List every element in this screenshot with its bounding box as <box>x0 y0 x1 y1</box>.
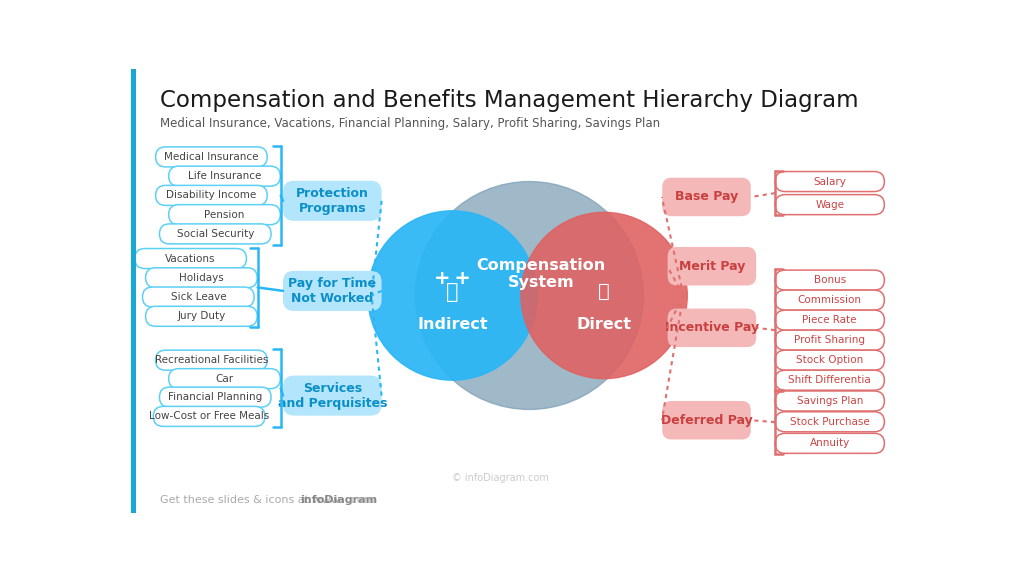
FancyBboxPatch shape <box>135 248 247 268</box>
Text: Base Pay: Base Pay <box>675 191 738 203</box>
Text: Recreational Facilities: Recreational Facilities <box>155 355 268 365</box>
Text: Medical Insurance: Medical Insurance <box>164 152 259 162</box>
FancyBboxPatch shape <box>775 195 885 215</box>
Text: .com: .com <box>348 495 376 505</box>
FancyBboxPatch shape <box>169 166 281 186</box>
Text: Piece Rate: Piece Rate <box>803 315 857 325</box>
FancyBboxPatch shape <box>775 270 885 290</box>
FancyBboxPatch shape <box>668 247 756 286</box>
Text: Salary: Salary <box>813 176 846 187</box>
Text: Social Security: Social Security <box>176 229 254 239</box>
FancyBboxPatch shape <box>775 412 885 432</box>
Text: Bonus: Bonus <box>814 275 846 285</box>
Text: Holidays: Holidays <box>179 273 224 283</box>
FancyBboxPatch shape <box>283 271 382 311</box>
FancyBboxPatch shape <box>156 350 267 370</box>
Text: Sick Leave: Sick Leave <box>171 292 226 302</box>
Text: Medical Insurance, Vacations, Financial Planning, Salary, Profit Sharing, Saving: Medical Insurance, Vacations, Financial … <box>160 117 659 130</box>
FancyBboxPatch shape <box>283 376 382 416</box>
FancyBboxPatch shape <box>775 350 885 370</box>
FancyBboxPatch shape <box>663 401 751 439</box>
FancyBboxPatch shape <box>169 369 281 389</box>
FancyBboxPatch shape <box>160 224 271 244</box>
Text: Pay for Time
Not Worked: Pay for Time Not Worked <box>288 277 377 305</box>
FancyBboxPatch shape <box>145 268 257 288</box>
Text: Financial Planning: Financial Planning <box>168 392 262 402</box>
FancyBboxPatch shape <box>663 177 751 216</box>
Text: Pension: Pension <box>205 210 245 219</box>
Text: Wage: Wage <box>815 200 844 210</box>
Text: © infoDiagram.com: © infoDiagram.com <box>452 473 549 483</box>
Text: + +: + + <box>434 269 471 288</box>
FancyBboxPatch shape <box>775 433 885 453</box>
Text: Vacations: Vacations <box>165 253 216 264</box>
Text: Savings Plan: Savings Plan <box>797 396 863 406</box>
FancyBboxPatch shape <box>283 181 382 221</box>
Circle shape <box>368 211 538 380</box>
FancyBboxPatch shape <box>668 309 756 347</box>
FancyBboxPatch shape <box>154 407 265 426</box>
Text: Incentive Pay: Incentive Pay <box>665 321 759 334</box>
FancyBboxPatch shape <box>160 387 271 407</box>
Text: Disability Income: Disability Income <box>166 191 257 200</box>
Text: Compensation
System: Compensation System <box>476 257 605 290</box>
Text: Services
and Perquisites: Services and Perquisites <box>278 382 387 410</box>
Text: Profit Sharing: Profit Sharing <box>795 335 865 345</box>
Text: Stock Purchase: Stock Purchase <box>790 417 869 427</box>
Circle shape <box>521 213 687 378</box>
FancyBboxPatch shape <box>169 204 281 225</box>
Text: Stock Option: Stock Option <box>796 355 863 365</box>
Text: Indirect: Indirect <box>417 317 487 332</box>
Text: Compensation and Benefits Management Hierarchy Diagram: Compensation and Benefits Management Hie… <box>160 89 858 112</box>
Circle shape <box>416 181 643 410</box>
FancyBboxPatch shape <box>145 306 257 326</box>
Text: Direct: Direct <box>577 317 632 332</box>
Text: Commission: Commission <box>798 295 862 305</box>
Text: Protection
Programs: Protection Programs <box>296 187 369 215</box>
FancyBboxPatch shape <box>775 290 885 310</box>
FancyBboxPatch shape <box>775 310 885 330</box>
FancyBboxPatch shape <box>775 391 885 411</box>
FancyBboxPatch shape <box>775 370 885 390</box>
Text: Life Insurance: Life Insurance <box>187 171 261 181</box>
FancyBboxPatch shape <box>775 172 885 192</box>
Text: Deferred Pay: Deferred Pay <box>660 414 753 427</box>
FancyBboxPatch shape <box>142 287 254 307</box>
Text: Jury Duty: Jury Duty <box>177 311 225 321</box>
Text: 💶: 💶 <box>598 282 610 301</box>
Text: Car: Car <box>215 374 233 384</box>
Text: Get these slides & icons at www.: Get these slides & icons at www. <box>160 495 342 505</box>
FancyBboxPatch shape <box>131 69 136 513</box>
Text: ✋: ✋ <box>446 282 459 302</box>
Text: Low-Cost or Free Meals: Low-Cost or Free Meals <box>148 411 269 422</box>
FancyBboxPatch shape <box>156 185 267 206</box>
Text: Merit Pay: Merit Pay <box>679 260 745 273</box>
FancyBboxPatch shape <box>156 147 267 167</box>
Text: infoDiagram: infoDiagram <box>300 495 378 505</box>
Text: Shift Differentia: Shift Differentia <box>788 375 871 385</box>
Text: Annuity: Annuity <box>810 438 850 448</box>
FancyBboxPatch shape <box>775 330 885 350</box>
